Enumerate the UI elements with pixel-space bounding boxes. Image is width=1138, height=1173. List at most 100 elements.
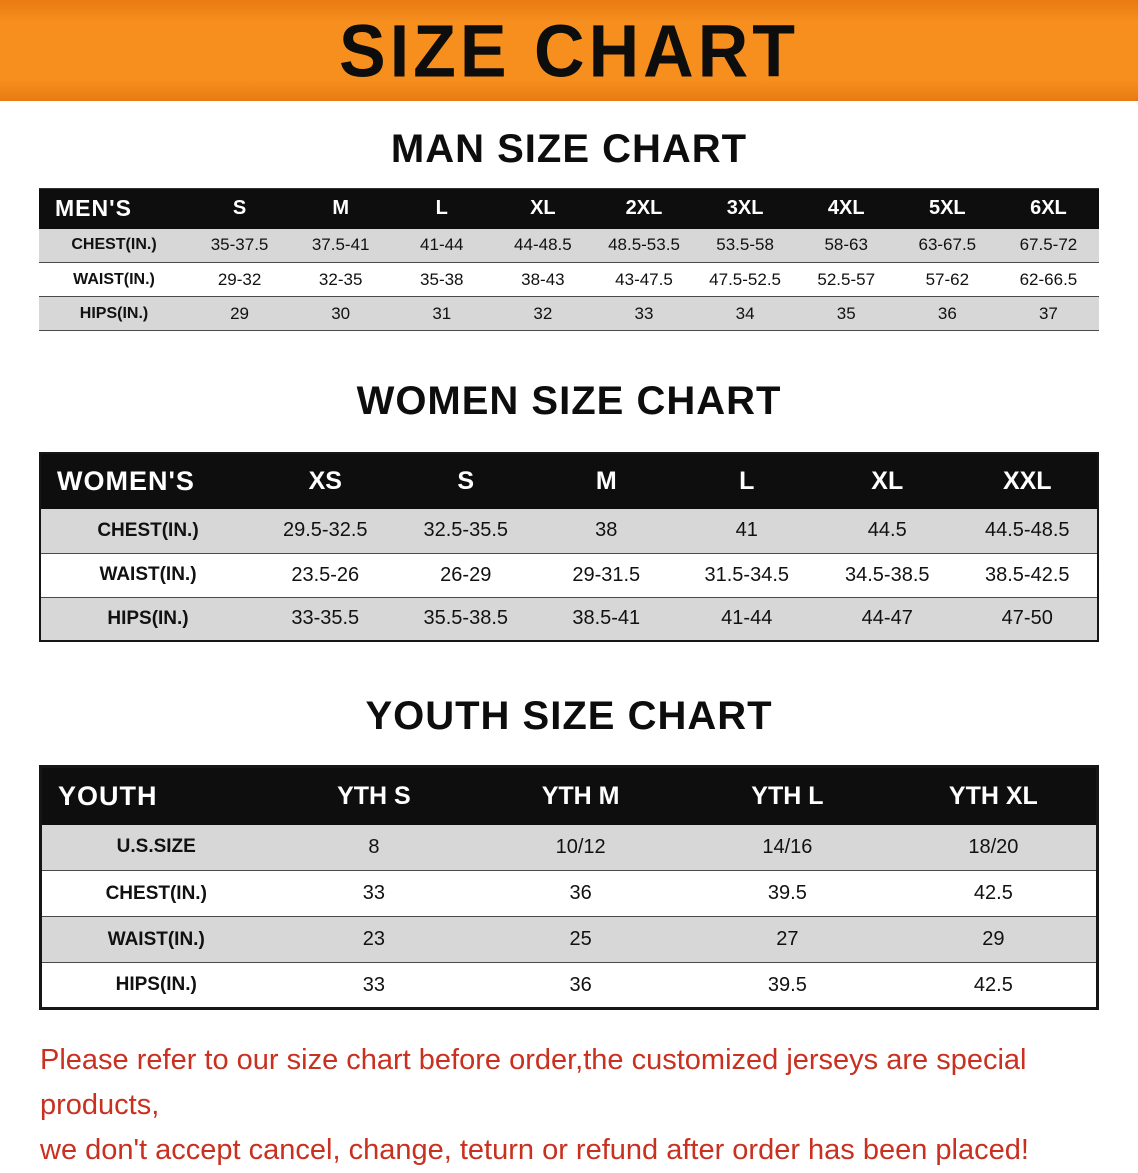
size-value: 34 xyxy=(694,296,796,331)
table-row: HIPS(IN.) 29 30 31 32 33 34 35 36 37 xyxy=(39,296,1099,331)
size-value: 37.5-41 xyxy=(290,228,392,263)
size-column-header: M xyxy=(536,453,677,509)
size-value: 42.5 xyxy=(890,870,1098,917)
size-value: 67.5-72 xyxy=(997,228,1099,263)
size-column-header: YTH L xyxy=(684,766,891,825)
size-value: 29-31.5 xyxy=(536,553,677,598)
row-label: WAIST(IN.) xyxy=(40,916,271,963)
size-value: 41-44 xyxy=(676,597,817,642)
size-column-header: XS xyxy=(255,453,396,509)
size-value: 39.5 xyxy=(684,962,891,1009)
size-column-header: YTH M xyxy=(477,766,684,825)
row-label: WAIST(IN.) xyxy=(40,553,255,598)
table-row: WAIST(IN.) 29-32 32-35 35-38 38-43 43-47.5 47.… xyxy=(39,262,1099,297)
size-column-header: 2XL xyxy=(593,188,695,229)
size-column-header: S xyxy=(189,188,291,229)
size-value: 33-35.5 xyxy=(255,597,396,642)
size-column-header: 4XL xyxy=(795,188,897,229)
size-value: 8 xyxy=(270,824,478,871)
size-chart-title: SIZE CHART xyxy=(339,9,799,92)
youth-size-chart-heading: YOUTH SIZE CHART xyxy=(365,694,773,738)
size-column-header: M xyxy=(290,188,392,229)
table-row: WAIST(IN.) 23 25 27 29 xyxy=(40,916,1098,963)
size-column-header: YTH XL xyxy=(890,766,1098,825)
table-row: CHEST(IN.) 29.5-32.5 32.5-35.5 38 41 44.5 44.5… xyxy=(40,509,1098,554)
row-label: U.S.SIZE xyxy=(40,824,271,871)
size-column-header: S xyxy=(395,453,536,509)
table-row: CHEST(IN.) 35-37.5 37.5-41 41-44 44-48.5 48.5… xyxy=(39,228,1099,263)
size-value: 30 xyxy=(290,296,392,331)
size-column-header: YTH S xyxy=(270,766,478,825)
size-value: 25 xyxy=(477,916,684,963)
size-value: 38.5-42.5 xyxy=(957,553,1098,598)
row-label: HIPS(IN.) xyxy=(40,962,271,1009)
table-title-cell: YOUTH xyxy=(40,766,271,825)
size-value: 23 xyxy=(270,916,478,963)
row-label: WAIST(IN.) xyxy=(39,262,189,297)
table-row: HIPS(IN.) 33 36 39.5 42.5 xyxy=(40,962,1098,1009)
table-row: HIPS(IN.) 33-35.5 35.5-38.5 38.5-41 41-44 44-… xyxy=(40,597,1098,642)
disclaimer-line-2: we don't accept cancel, change, teturn o… xyxy=(40,1133,1029,1166)
row-label: CHEST(IN.) xyxy=(40,870,271,917)
size-value: 38 xyxy=(536,509,677,554)
size-value: 43-47.5 xyxy=(593,262,695,297)
table-header-row: MEN'S S M L XL 2XL 3XL 4XL 5XL 6XL xyxy=(39,188,1099,229)
size-value: 41-44 xyxy=(391,228,493,263)
table-title-cell: WOMEN'S xyxy=(40,453,255,509)
size-value: 44.5-48.5 xyxy=(957,509,1098,554)
size-value: 32-35 xyxy=(290,262,392,297)
size-value: 39.5 xyxy=(684,870,891,917)
size-column-header: L xyxy=(676,453,817,509)
size-value: 29 xyxy=(189,296,291,331)
disclaimer-text: Please refer to our size chart before or… xyxy=(40,1038,1138,1173)
table-row: U.S.SIZE 8 10/12 14/16 18/20 xyxy=(40,824,1098,871)
size-value: 29.5-32.5 xyxy=(255,509,396,554)
size-column-header: XL xyxy=(492,188,594,229)
size-value: 38-43 xyxy=(492,262,594,297)
size-value: 34.5-38.5 xyxy=(817,553,958,598)
size-value: 42.5 xyxy=(890,962,1098,1009)
size-value: 35-37.5 xyxy=(189,228,291,263)
size-value: 38.5-41 xyxy=(536,597,677,642)
size-value: 47.5-52.5 xyxy=(694,262,796,297)
size-value: 44.5 xyxy=(817,509,958,554)
size-column-header: L xyxy=(391,188,493,229)
table-header-row: YOUTH YTH S YTH M YTH L YTH XL xyxy=(40,766,1098,825)
size-value: 58-63 xyxy=(795,228,897,263)
row-label: CHEST(IN.) xyxy=(39,228,189,263)
disclaimer-line-1: Please refer to our size chart before or… xyxy=(40,1044,1027,1121)
size-value: 41 xyxy=(676,509,817,554)
women-size-table: WOMEN'S XS S M L XL XXL CHEST(IN.) 29.5-32.5 32.5… xyxy=(39,452,1099,642)
size-column-header: 5XL xyxy=(896,188,998,229)
size-column-header: XXL xyxy=(957,453,1098,509)
size-value: 36 xyxy=(896,296,998,331)
size-value: 63-67.5 xyxy=(896,228,998,263)
size-value: 52.5-57 xyxy=(795,262,897,297)
size-value: 48.5-53.5 xyxy=(593,228,695,263)
men-size-chart-section: MAN SIZE CHART MEN'S S M L XL 2XL 3XL 4XL 5XL 6XL… xyxy=(0,127,1138,331)
youth-size-chart-section: YOUTH SIZE CHART YOUTH YTH S YTH M YTH L YTH… xyxy=(0,694,1138,1010)
size-value: 57-62 xyxy=(896,262,998,297)
row-label: HIPS(IN.) xyxy=(39,296,189,331)
size-value: 26-29 xyxy=(395,553,536,598)
size-value: 29-32 xyxy=(189,262,291,297)
row-label: HIPS(IN.) xyxy=(40,597,255,642)
size-value: 32.5-35.5 xyxy=(395,509,536,554)
size-value: 53.5-58 xyxy=(694,228,796,263)
size-value: 14/16 xyxy=(684,824,891,871)
size-value: 35 xyxy=(795,296,897,331)
women-size-chart-heading: WOMEN SIZE CHART xyxy=(356,379,782,423)
table-title-cell: MEN'S xyxy=(39,188,189,229)
men-size-chart-heading: MAN SIZE CHART xyxy=(390,127,748,171)
table-row: CHEST(IN.) 33 36 39.5 42.5 xyxy=(40,870,1098,917)
table-header-row: WOMEN'S XS S M L XL XXL xyxy=(40,453,1098,509)
size-value: 47-50 xyxy=(957,597,1098,642)
size-value: 10/12 xyxy=(477,824,684,871)
size-value: 44-47 xyxy=(817,597,958,642)
size-column-header: 3XL xyxy=(694,188,796,229)
table-row: WAIST(IN.) 23.5-26 26-29 29-31.5 31.5-34.5 34… xyxy=(40,553,1098,598)
men-size-table: MEN'S S M L XL 2XL 3XL 4XL 5XL 6XL CHEST(IN.) 35-37… xyxy=(39,188,1099,331)
size-column-header: 6XL xyxy=(997,188,1099,229)
youth-size-table: YOUTH YTH S YTH M YTH L YTH XL U.S.SIZE 8 10/12… xyxy=(39,765,1099,1010)
size-value: 37 xyxy=(997,296,1099,331)
